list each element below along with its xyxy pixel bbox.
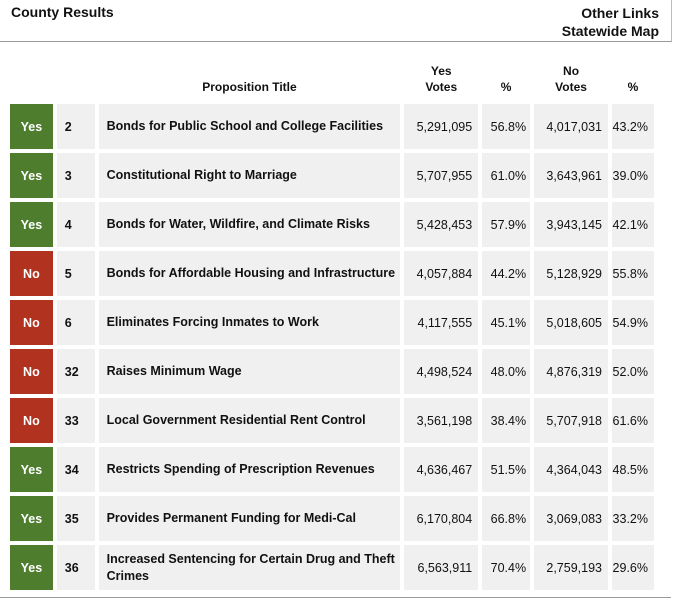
proposition-number: 4 [56,202,95,247]
yes-percent: 51.5% [482,447,531,492]
yes-votes: 4,057,884 [404,251,479,296]
results-body: Yes 2 Bonds for Public School and College … [10,104,654,590]
table-row: Yes 4 Bonds for Water, Wildfire, and Clima… [10,202,654,247]
no-votes: 3,943,145 [534,202,608,247]
result-badge: No [10,349,53,394]
yes-votes: 5,707,955 [404,153,479,198]
result-badge: Yes [10,104,53,149]
yes-pct-header: % [500,80,512,94]
no-percent: 52.0% [611,349,654,394]
proposition-title: Restricts Spending of Prescription Reven… [98,447,401,492]
table-row: No 33 Local Government Residential Rent Co… [10,398,654,443]
table-header-row: Proposition Title Yes Votes % No Votes % [10,63,654,100]
table-row: Yes 34 Restricts Spending of Prescription … [10,447,654,492]
yes-percent: 44.2% [482,251,531,296]
proposition-number: 33 [56,398,95,443]
bottom-divider [0,597,671,598]
yes-votes: 5,428,453 [404,202,479,247]
no-percent: 54.9% [611,300,654,345]
no-percent: 55.8% [611,251,654,296]
no-percent: 42.1% [611,202,654,247]
result-badge: Yes [10,545,53,590]
proposition-title: Provides Permanent Funding for Medi-Cal [98,496,401,541]
yes-votes: 4,636,467 [404,447,479,492]
yes-percent: 70.4% [482,545,531,590]
number-column-header [57,63,95,100]
yes-votes: 6,170,804 [404,496,479,541]
yes-votes-header: Yes Votes [425,64,458,94]
result-badge: Yes [10,496,53,541]
proposition-title: Bonds for Water, Wildfire, and Climate R… [98,202,401,247]
no-percent: 48.5% [611,447,654,492]
table-row: Yes 2 Bonds for Public School and College … [10,104,654,149]
no-votes: 3,069,083 [534,496,608,541]
no-percent: 61.6% [611,398,654,443]
no-votes: 5,018,605 [534,300,608,345]
yes-percent: 66.8% [482,496,531,541]
top-bar: County Results Other Links Statewide Map [0,0,672,42]
proposition-title-header: Proposition Title [202,80,297,94]
no-percent: 39.0% [611,153,654,198]
result-column-header [10,63,53,100]
proposition-number: 36 [56,545,95,590]
no-votes-header: No Votes [555,64,587,94]
result-badge: Yes [10,153,53,198]
statewide-map-link[interactable]: Statewide Map [561,23,659,39]
proposition-number: 35 [56,496,95,541]
proposition-title: Eliminates Forcing Inmates to Work [98,300,401,345]
no-votes: 3,643,961 [534,153,608,198]
proposition-title: Local Government Residential Rent Contro… [98,398,401,443]
yes-votes: 6,563,911 [404,545,479,590]
result-badge: No [10,251,53,296]
yes-votes: 5,291,095 [404,104,479,149]
no-votes: 2,759,193 [534,545,608,590]
result-badge: Yes [10,202,53,247]
proposition-title: Raises Minimum Wage [98,349,401,394]
proposition-number: 5 [56,251,95,296]
table-row: Yes 36 Increased Sentencing for Certain Dr… [10,545,654,590]
yes-votes: 4,498,524 [404,349,479,394]
table-row: No 5 Bonds for Affordable Housing and Infr… [10,251,654,296]
no-percent: 29.6% [611,545,654,590]
no-percent: 33.2% [611,496,654,541]
page-title: County Results [11,4,114,20]
links-panel: Other Links Statewide Map [562,4,659,40]
yes-percent: 45.1% [482,300,531,345]
yes-percent: 48.0% [482,349,531,394]
proposition-number: 3 [56,153,95,198]
proposition-number: 2 [56,104,95,149]
no-votes: 5,128,929 [534,251,608,296]
proposition-number: 6 [56,300,95,345]
proposition-title: Bonds for Public School and College Faci… [98,104,401,149]
yes-votes: 4,117,555 [404,300,479,345]
proposition-title: Constitutional Right to Marriage [98,153,401,198]
table-row: Yes 3 Constitutional Right to Marriage 5,70… [10,153,654,198]
yes-percent: 56.8% [482,104,531,149]
no-votes: 4,017,031 [534,104,608,149]
proposition-number: 34 [56,447,95,492]
yes-percent: 61.0% [482,153,531,198]
no-percent: 43.2% [611,104,654,149]
other-links-link[interactable]: Other Links [581,5,659,21]
result-badge: Yes [10,447,53,492]
yes-percent: 38.4% [482,398,531,443]
proposition-number: 32 [56,349,95,394]
no-pct-header: % [627,80,639,94]
yes-votes: 3,561,198 [404,398,479,443]
table-row: No 32 Raises Minimum Wage 4,498,524 48.0% 4,8… [10,349,654,394]
table-row: No 6 Eliminates Forcing Inmates to Work 4,1… [10,300,654,345]
result-badge: No [10,300,53,345]
proposition-title: Increased Sentencing for Certain Drug an… [98,545,401,590]
no-votes: 4,876,319 [534,349,608,394]
result-badge: No [10,398,53,443]
no-votes: 5,707,918 [534,398,608,443]
yes-percent: 57.9% [482,202,531,247]
no-votes: 4,364,043 [534,447,608,492]
table-row: Yes 35 Provides Permanent Funding for Medi… [10,496,654,541]
results-table: Proposition Title Yes Votes % No Votes %… [6,59,658,594]
proposition-title: Bonds for Affordable Housing and Infrast… [98,251,401,296]
